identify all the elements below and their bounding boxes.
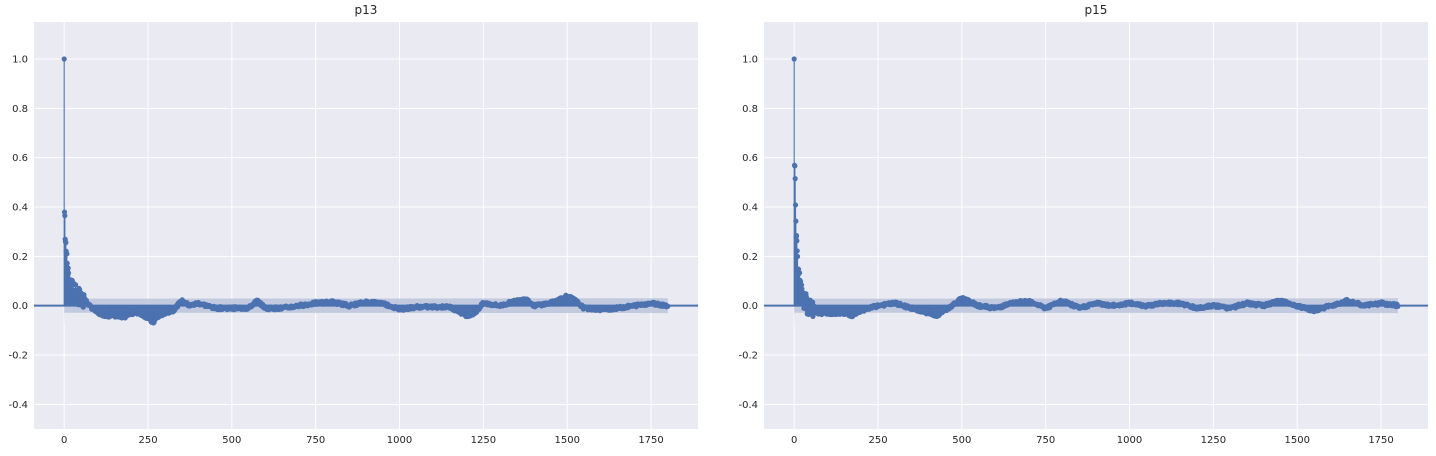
x-tick-label: 500 — [222, 435, 241, 446]
y-tick-label: 0.2 — [12, 252, 28, 263]
plot-area — [34, 22, 698, 429]
acf-point — [64, 251, 69, 256]
acf-point — [811, 304, 816, 309]
y-tick-label: 0.8 — [12, 104, 28, 115]
acf-point — [62, 56, 67, 61]
acf-point — [62, 213, 67, 218]
acf-point — [797, 270, 802, 275]
plot-area — [764, 22, 1428, 429]
acf-point — [63, 240, 68, 245]
y-tick-label: -0.4 — [8, 400, 28, 411]
x-tick-label: 250 — [138, 435, 157, 446]
chart-title: p13 — [355, 3, 378, 17]
acf-point — [793, 219, 798, 224]
acf-point — [665, 304, 670, 309]
acf-point — [793, 202, 798, 207]
acf-point — [795, 254, 800, 259]
acf-point — [794, 238, 799, 243]
acf-point — [793, 176, 798, 181]
x-tick-label: 0 — [61, 435, 67, 446]
y-tick-label: 0.0 — [12, 301, 28, 312]
acf-point — [66, 270, 71, 275]
acf-point — [794, 233, 799, 238]
acf-panel-p13: 0 250 500 750 1000 1250 1500 1750 -0.4 -0.2 0.0 0.2… — [8, 3, 698, 446]
acf-point — [81, 305, 86, 310]
y-tick-label: 0.4 — [12, 203, 28, 214]
y-tick-label: -0.2 — [8, 351, 28, 362]
x-tick-label: 750 — [306, 435, 325, 446]
x-tick-label: 1500 — [554, 435, 579, 446]
acf-point — [66, 265, 71, 270]
y-tick-label: 0.6 — [12, 153, 28, 164]
y-tick-label: 1.0 — [12, 55, 28, 66]
acf-point — [65, 261, 70, 266]
acf-point — [792, 163, 797, 168]
x-tick-label: 1000 — [387, 435, 412, 446]
x-tick-label: 1250 — [471, 435, 496, 446]
acf-point — [795, 248, 800, 253]
x-tick-label: 1750 — [638, 435, 663, 446]
acf-point — [792, 56, 797, 61]
